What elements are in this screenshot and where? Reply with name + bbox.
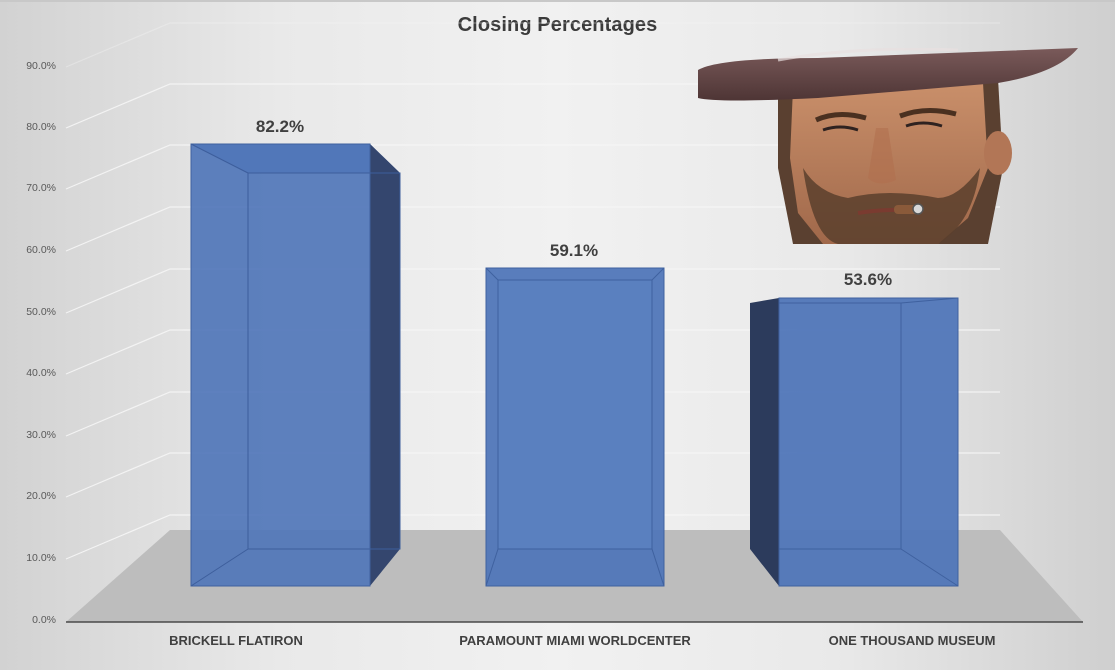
y-tick-label: 40.0% [26,367,56,379]
y-tick-label: 0.0% [32,614,56,626]
chart-title: Closing Percentages [457,14,658,36]
y-tick-label: 80.0% [26,121,56,133]
bar-brickell-flatiron [190,143,401,587]
y-tick-label: 20.0% [26,490,56,502]
x-category-label: PARAMOUNT MIAMI WORLDCENTER [459,633,691,648]
x-category-label: BRICKELL FLATIRON [169,633,303,648]
bar-paramount-miami-worldcenter [485,267,665,587]
bar-one-thousand-museum [750,297,959,587]
data-label-brickell: 82.2% [255,117,305,136]
y-tick-label: 10.0% [26,552,56,564]
y-tick-label: 30.0% [26,429,56,441]
y-tick-label: 60.0% [26,244,56,256]
y-tick-label: 90.0% [26,60,56,72]
y-tick-label: 50.0% [26,306,56,318]
y-tick-label: 70.0% [26,182,56,194]
data-label-paramount: 59.1% [549,241,599,260]
x-category-label: ONE THOUSAND MUSEUM [828,633,996,648]
top-border [0,0,1115,2]
data-label-one-thousand: 53.6% [843,270,893,289]
cowboy-portrait-image [698,48,1078,244]
